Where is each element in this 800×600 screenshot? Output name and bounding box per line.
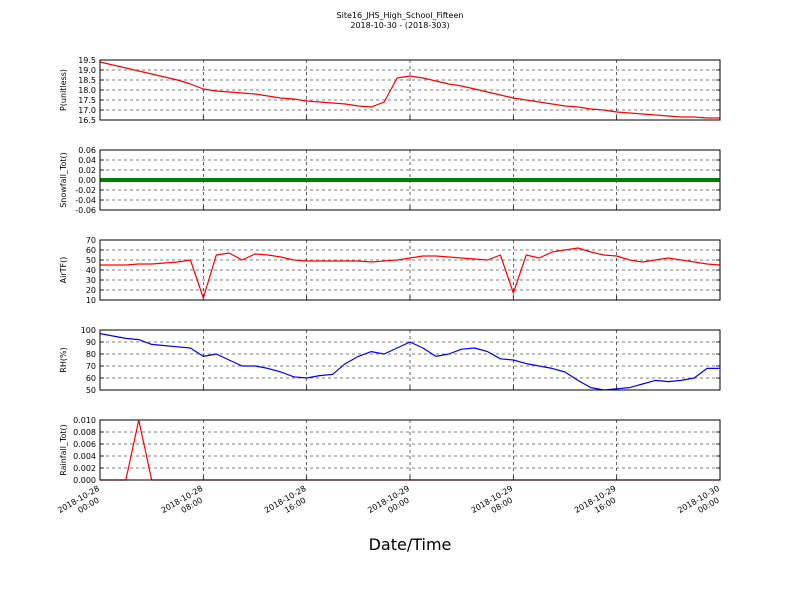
chart-title: Site16_JHS_High_School_Fifteen bbox=[337, 11, 464, 20]
y-tick-label: 0.006 bbox=[73, 440, 96, 449]
y-tick-label: 19.5 bbox=[78, 56, 96, 65]
y-tick-label: 80 bbox=[86, 350, 96, 359]
x-tick-label: 2018-10-2800:00 bbox=[56, 484, 106, 524]
y-tick-label: 40 bbox=[86, 266, 96, 275]
y-tick-label: -0.06 bbox=[75, 206, 96, 215]
y-tick-label: 90 bbox=[86, 338, 96, 347]
y-tick-label: 0.008 bbox=[73, 428, 96, 437]
x-tick-label: 2018-10-2816:00 bbox=[263, 484, 313, 524]
y-tick-label: 17.0 bbox=[78, 106, 96, 115]
x-tick-label-group: 2018-10-2916:00 bbox=[573, 484, 623, 524]
y-tick-label: 100 bbox=[81, 326, 96, 335]
y-tick-label: 0.02 bbox=[78, 166, 96, 175]
x-tick-label-group: 2018-10-2800:00 bbox=[56, 484, 106, 524]
y-axis-label: RH(%) bbox=[59, 347, 68, 372]
y-tick-label: 17.5 bbox=[78, 96, 96, 105]
y-tick-label: 20 bbox=[86, 286, 96, 295]
y-tick-label: 70 bbox=[86, 236, 96, 245]
x-tick-label-group: 2018-10-2816:00 bbox=[263, 484, 313, 524]
x-tick-label-group: 2018-10-2908:00 bbox=[470, 484, 520, 524]
y-tick-label: -0.04 bbox=[75, 196, 96, 205]
series-line bbox=[99, 61, 720, 119]
y-tick-label: 30 bbox=[86, 276, 96, 285]
y-tick-label: 0.002 bbox=[73, 464, 96, 473]
y-tick-label: 0.000 bbox=[73, 476, 96, 485]
y-axis-label: P(unitless) bbox=[59, 69, 68, 111]
y-tick-label: 0.06 bbox=[78, 146, 96, 155]
y-tick-label: 60 bbox=[86, 374, 96, 383]
y-tick-label: 60 bbox=[86, 246, 96, 255]
y-axis-label: AirTF() bbox=[59, 257, 68, 284]
x-tick-label: 2018-10-3000:00 bbox=[676, 484, 726, 524]
series-line bbox=[100, 247, 721, 299]
y-tick-label: 0.04 bbox=[78, 156, 96, 165]
y-tick-label: 0.010 bbox=[73, 416, 96, 425]
x-axis-label: Date/Time bbox=[369, 535, 452, 554]
y-tick-label: 0.00 bbox=[78, 176, 96, 185]
x-tick-label: 2018-10-2808:00 bbox=[160, 484, 210, 524]
x-tick-label-group: 2018-10-2808:00 bbox=[160, 484, 210, 524]
y-axis-label: Snowfall_Tot() bbox=[59, 152, 68, 208]
plot-frame bbox=[99, 329, 721, 391]
plot-frame bbox=[99, 239, 721, 301]
y-tick-label: -0.02 bbox=[75, 186, 96, 195]
y-tick-label: 50 bbox=[86, 386, 96, 395]
x-tick-label-group: 2018-10-2900:00 bbox=[366, 484, 416, 524]
plot-frame bbox=[99, 149, 721, 211]
y-tick-label: 10 bbox=[86, 296, 96, 305]
y-tick-label: 50 bbox=[86, 256, 96, 265]
chart-subtitle: 2018-10-30 - (2018-303) bbox=[350, 21, 449, 30]
y-tick-label: 70 bbox=[86, 362, 96, 371]
plot-frame bbox=[99, 59, 721, 121]
x-tick-label: 2018-10-2916:00 bbox=[573, 484, 623, 524]
plot-frame bbox=[99, 419, 721, 481]
y-tick-label: 16.5 bbox=[78, 116, 96, 125]
y-axis-label: Rainfall_Tot() bbox=[59, 424, 68, 476]
y-tick-label: 0.004 bbox=[73, 452, 96, 461]
x-tick-label-group: 2018-10-3000:00 bbox=[676, 484, 726, 524]
y-tick-label: 19.0 bbox=[78, 66, 96, 75]
x-tick-label: 2018-10-2908:00 bbox=[470, 484, 520, 524]
series-line bbox=[99, 333, 720, 391]
x-tick-label: 2018-10-2900:00 bbox=[366, 484, 416, 524]
y-tick-label: 18.5 bbox=[78, 76, 96, 85]
y-tick-label: 18.0 bbox=[78, 86, 96, 95]
